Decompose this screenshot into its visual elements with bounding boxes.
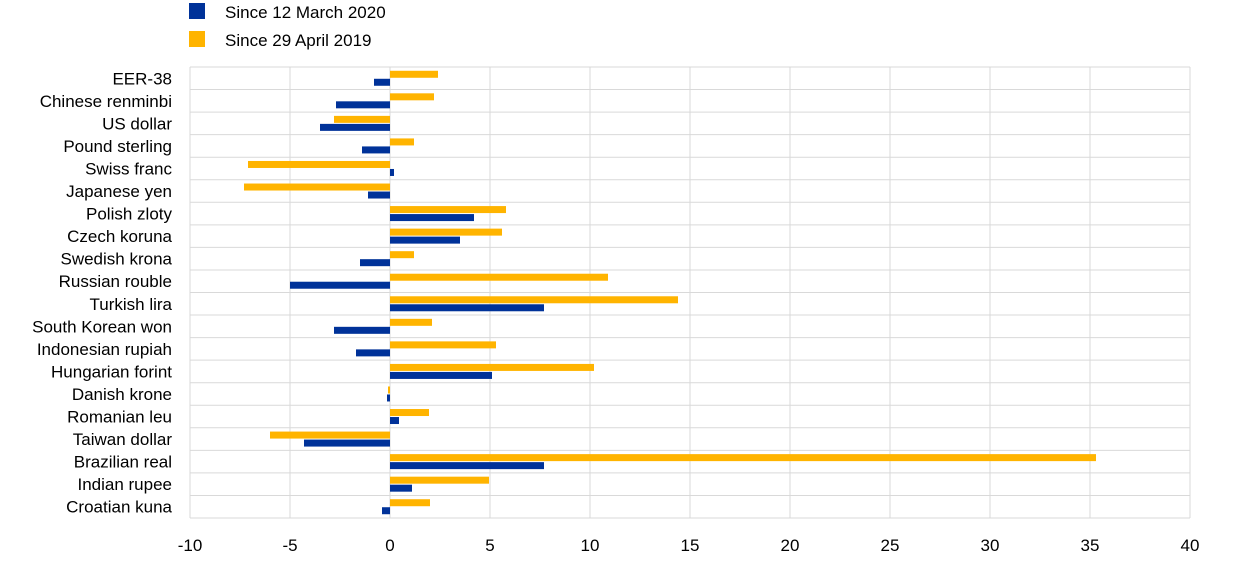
bar-since-2019-13 bbox=[390, 363, 594, 371]
bar-since-2020-19 bbox=[382, 507, 390, 515]
bar-since-2019-12 bbox=[390, 341, 496, 349]
bar-since-2020-9 bbox=[290, 281, 390, 289]
bar-since-2020-1 bbox=[336, 101, 390, 109]
bar-since-2019-9 bbox=[390, 273, 608, 281]
category-label-12: Indonesian rupiah bbox=[37, 340, 172, 359]
legend-label-series-2: Since 29 April 2019 bbox=[225, 31, 372, 50]
legend: Since 12 March 2020 Since 29 April 2019 bbox=[189, 3, 386, 50]
x-tick-label-9: 35 bbox=[1081, 536, 1100, 555]
bar-since-2019-11 bbox=[390, 318, 432, 326]
category-label-8: Swedish krona bbox=[60, 250, 172, 269]
bar-since-2019-4 bbox=[248, 160, 390, 168]
bar-since-2019-2 bbox=[334, 115, 390, 123]
bar-since-2019-17 bbox=[390, 454, 1096, 462]
category-label-11: South Korean won bbox=[32, 317, 172, 336]
bar-since-2020-13 bbox=[390, 371, 492, 379]
x-tick-label-4: 10 bbox=[581, 536, 600, 555]
category-label-19: Croatian kuna bbox=[66, 498, 172, 517]
x-tick-label-3: 5 bbox=[485, 536, 494, 555]
category-label-13: Hungarian forint bbox=[51, 362, 172, 381]
bar-since-2020-7 bbox=[390, 236, 460, 244]
bar-since-2020-0 bbox=[374, 78, 390, 86]
bar-since-2020-12 bbox=[356, 349, 390, 357]
bar-since-2019-14 bbox=[388, 386, 390, 394]
x-tick-label-8: 30 bbox=[981, 536, 1000, 555]
x-tick-label-2: 0 bbox=[385, 536, 394, 555]
category-label-16: Taiwan dollar bbox=[73, 430, 173, 449]
bar-since-2020-2 bbox=[320, 123, 390, 131]
category-label-17: Brazilian real bbox=[74, 453, 172, 472]
x-tick-label-10: 40 bbox=[1181, 536, 1200, 555]
bar-since-2020-10 bbox=[390, 304, 544, 312]
plot-area: EER-38 Chinese renminbi US dollar Pound ste… bbox=[32, 66, 1200, 555]
category-label-5: Japanese yen bbox=[66, 182, 172, 201]
category-label-9: Russian rouble bbox=[59, 272, 172, 291]
bar-since-2020-18 bbox=[390, 484, 412, 492]
category-label-3: Pound sterling bbox=[63, 137, 172, 156]
bar-since-2019-19 bbox=[390, 499, 430, 507]
x-tick-label-7: 25 bbox=[881, 536, 900, 555]
bar-since-2020-16 bbox=[304, 439, 390, 447]
bar-since-2020-5 bbox=[368, 191, 390, 199]
bar-since-2019-16 bbox=[270, 431, 390, 439]
bar-since-2020-11 bbox=[334, 326, 390, 334]
bar-since-2019-15 bbox=[390, 409, 429, 417]
bar-since-2019-3 bbox=[390, 138, 414, 146]
category-label-15: Romanian leu bbox=[67, 408, 172, 427]
category-label-6: Polish zloty bbox=[86, 205, 172, 224]
bar-since-2019-8 bbox=[390, 251, 414, 259]
bar-since-2020-6 bbox=[390, 214, 474, 222]
legend-swatch-series-2 bbox=[189, 31, 205, 47]
x-tick-label-5: 15 bbox=[681, 536, 700, 555]
bar-since-2020-4 bbox=[390, 168, 394, 176]
bar-since-2019-1 bbox=[390, 93, 434, 101]
x-tick-label-0: -10 bbox=[178, 536, 203, 555]
category-label-1: Chinese renminbi bbox=[40, 92, 172, 111]
category-label-7: Czech koruna bbox=[67, 227, 172, 246]
category-label-2: US dollar bbox=[102, 114, 172, 133]
bar-since-2020-3 bbox=[362, 146, 390, 154]
category-label-10: Turkish lira bbox=[90, 295, 173, 314]
category-label-18: Indian rupee bbox=[77, 475, 172, 494]
legend-swatch-series-1 bbox=[189, 3, 205, 19]
x-tick-label-1: -5 bbox=[282, 536, 297, 555]
x-tick-label-6: 20 bbox=[781, 536, 800, 555]
bar-since-2020-14 bbox=[387, 394, 390, 402]
bar-since-2019-6 bbox=[390, 206, 506, 214]
category-label-14: Danish krone bbox=[72, 385, 172, 404]
bar-since-2019-10 bbox=[390, 296, 678, 304]
bar-since-2019-5 bbox=[244, 183, 390, 191]
bar-since-2020-8 bbox=[360, 259, 390, 267]
bar-since-2019-0 bbox=[390, 70, 438, 78]
category-label-0: EER-38 bbox=[112, 69, 172, 88]
bar-since-2020-15 bbox=[390, 417, 399, 425]
legend-label-series-1: Since 12 March 2020 bbox=[225, 3, 386, 22]
bar-since-2019-18 bbox=[390, 476, 489, 484]
category-label-4: Swiss franc bbox=[85, 159, 172, 178]
bar-since-2020-17 bbox=[390, 462, 544, 470]
bar-since-2019-7 bbox=[390, 228, 502, 236]
